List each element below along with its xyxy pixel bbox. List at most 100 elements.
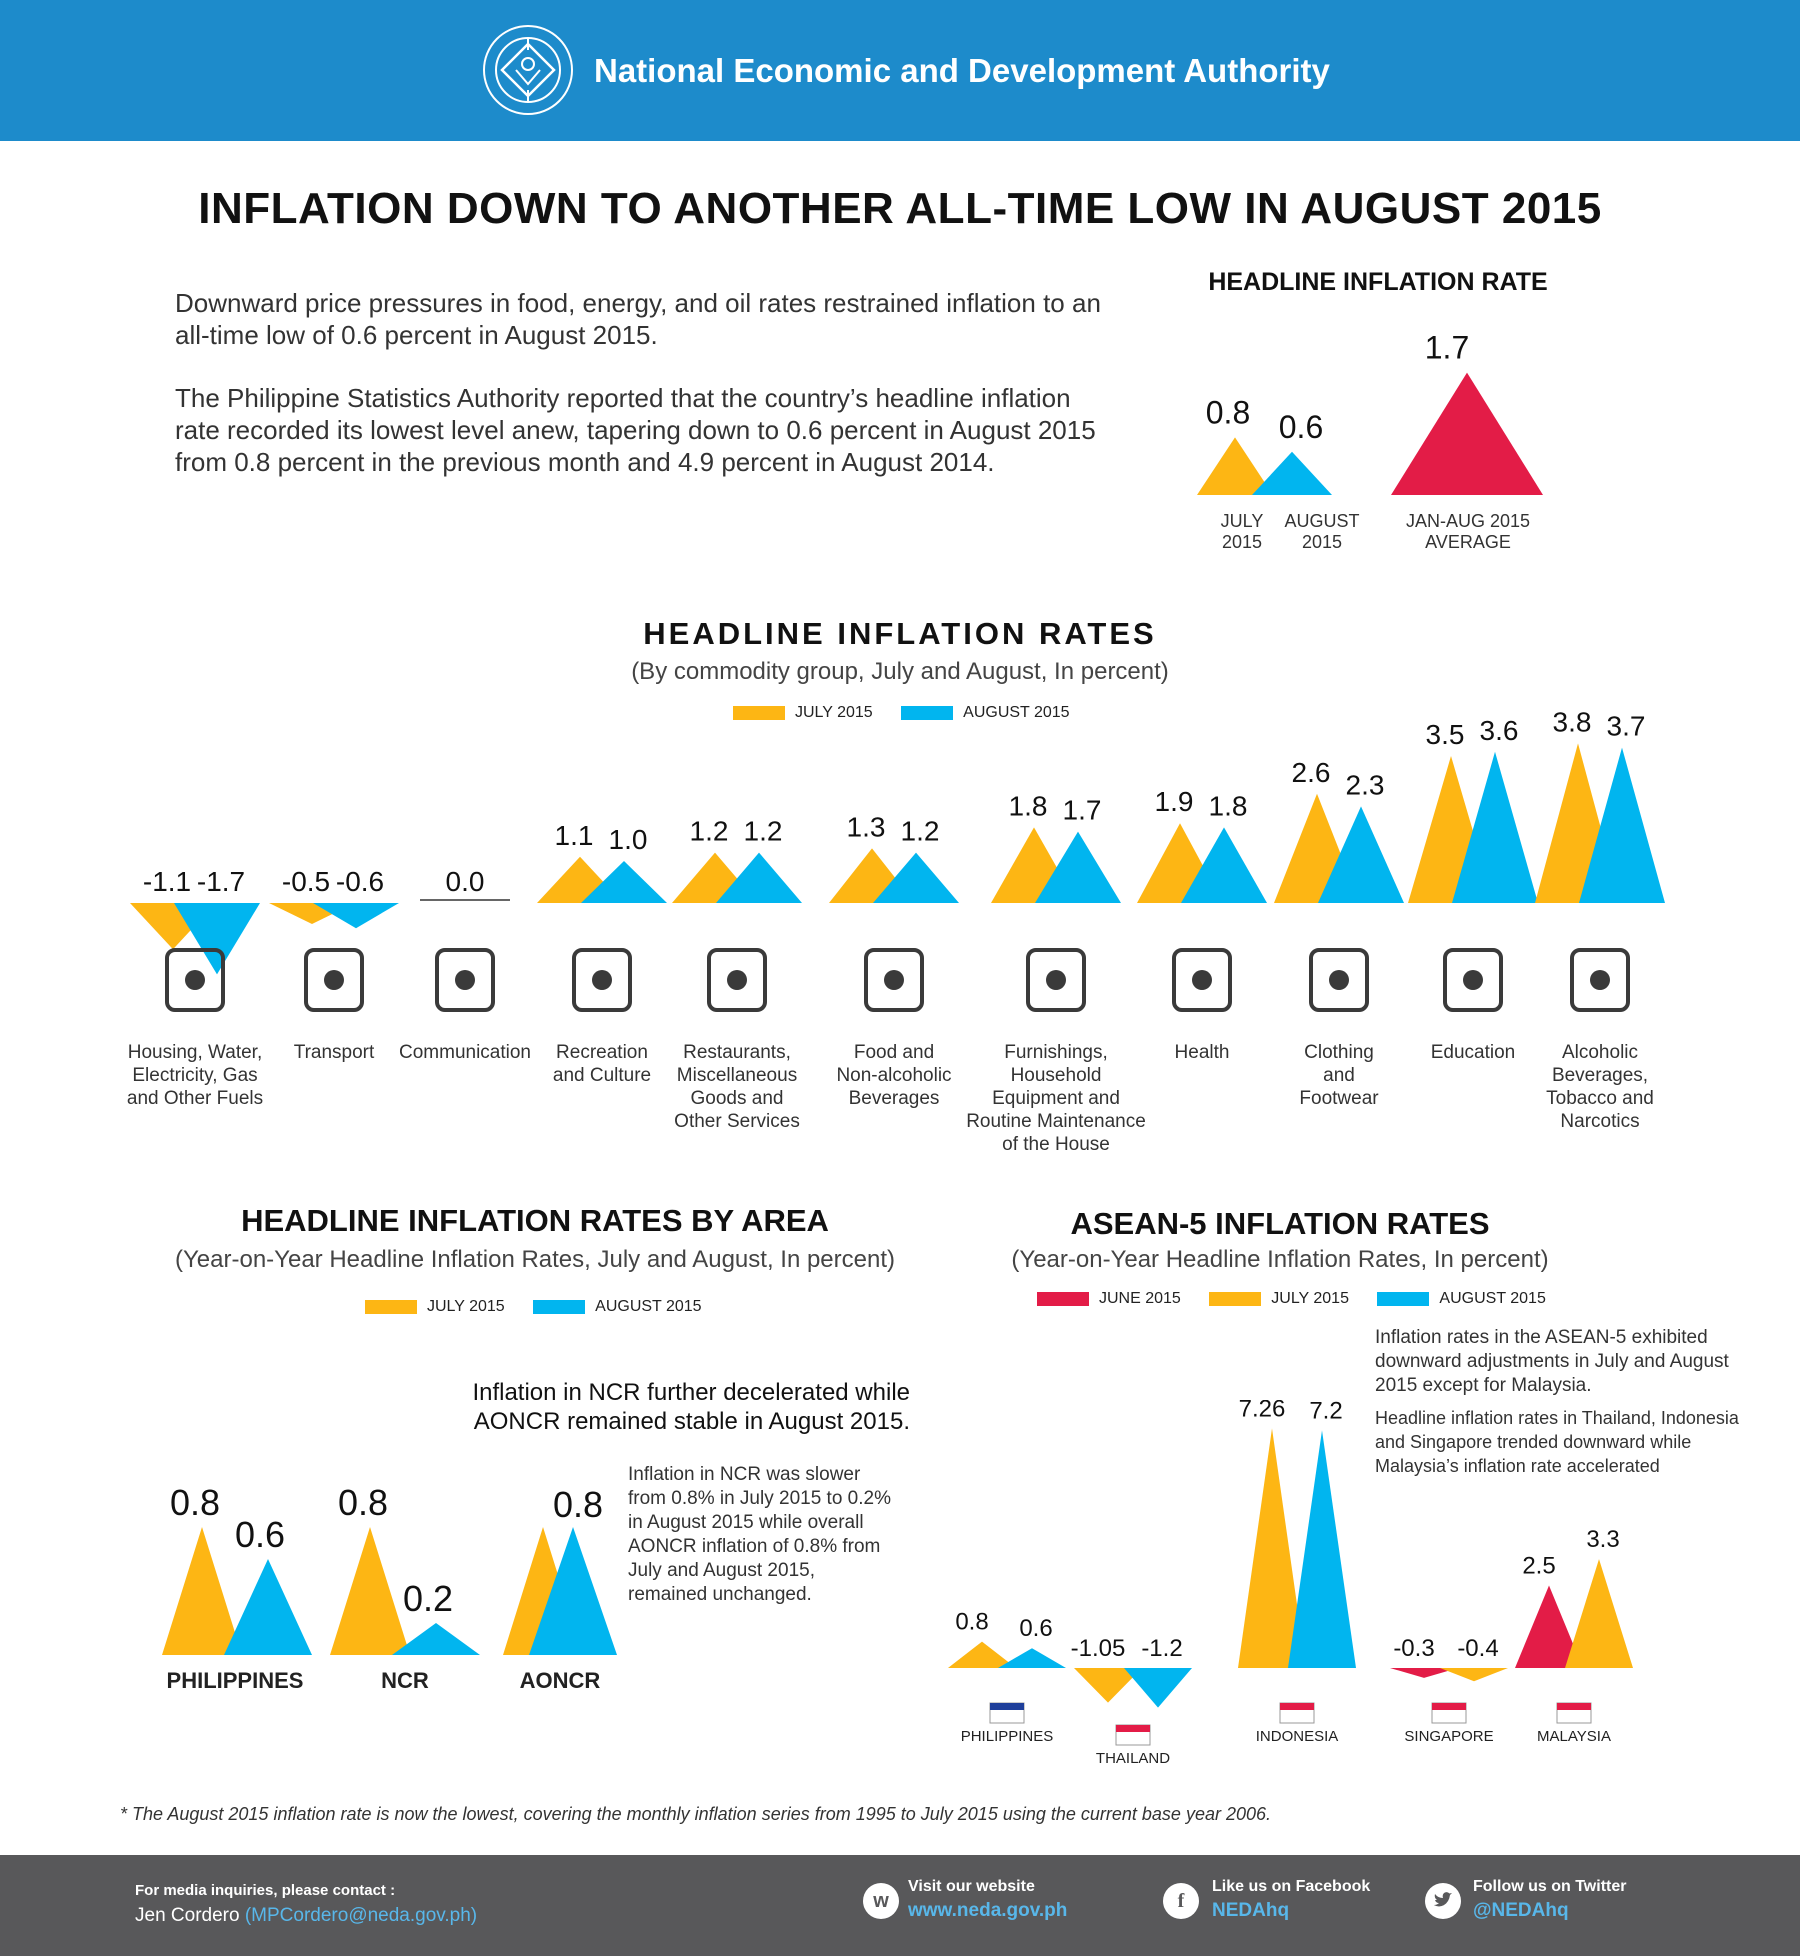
facebook-heading: Like us on Facebook xyxy=(1212,1878,1371,1895)
org-name: National Economic and Development Author… xyxy=(594,52,1330,89)
asean-legend-july-swatch xyxy=(1209,1291,1262,1306)
headline-label-1: AUGUST 2015 xyxy=(1284,511,1359,552)
asean-legend: JUNE 2015 JULY 2015 AUGUST 2015 xyxy=(1037,1290,1570,1308)
flag-stripe-icon-4 xyxy=(1557,1703,1591,1710)
commodity-august-value-1: -0.6 xyxy=(336,866,384,897)
commodity-august-bar-6 xyxy=(1035,831,1121,903)
asean-value-1-1: -1.2 xyxy=(1141,1635,1182,1662)
headline-value-0: 0.8 xyxy=(1206,394,1250,430)
intro-paragraph-2: The Philippine Statistics Authority repo… xyxy=(175,383,1096,477)
commodity-section-subtitle: (By commodity group, July and August, In… xyxy=(631,658,1169,685)
twitter-icon[interactable] xyxy=(1425,1883,1461,1919)
commodity-section-title: HEADLINE INFLATION RATES xyxy=(643,616,1157,651)
footnote: * The August 2015 inflation rate is now … xyxy=(120,1804,1271,1824)
commodity-icon-8 xyxy=(1309,948,1369,1012)
asean-value-4-0: 2.5 xyxy=(1522,1553,1555,1580)
commodity-july-value-3: 1.1 xyxy=(555,820,594,851)
commodity-july-value-7: 1.9 xyxy=(1155,786,1194,817)
commodity-icon-6 xyxy=(1026,948,1086,1012)
commodity-august-bar-10 xyxy=(1579,747,1665,903)
asean-legend-june-swatch xyxy=(1037,1291,1089,1306)
intro-paragraph-1: Downward price pressures in food, energy… xyxy=(175,288,1101,350)
commodity-legend: JULY 2015 AUGUST 2015 xyxy=(733,704,1094,722)
headline-chart-title: HEADLINE INFLATION RATE xyxy=(1208,268,1547,296)
headline-value-1: 0.6 xyxy=(1279,409,1323,445)
commodity-label-10: Alcoholic Beverages, Tobacco and Narcotics xyxy=(1546,1042,1654,1132)
commodity-august-bar-1 xyxy=(313,903,399,929)
commodity-august-value-6: 1.7 xyxy=(1063,795,1102,826)
commodity-july-value-2: 0.0 xyxy=(446,866,485,897)
commodity-july-value-1: -0.5 xyxy=(282,866,330,897)
headline-bar-1 xyxy=(1252,451,1332,495)
legend-july-swatch xyxy=(733,705,785,720)
commodity-label-1: Transport xyxy=(294,1042,375,1063)
asean-value-0-0: 0.8 xyxy=(955,1609,988,1636)
commodity-label-8: Clothing and Footwear xyxy=(1299,1042,1379,1109)
contact-email-link[interactable]: (MPCordero@neda.gov.ph) xyxy=(244,1905,478,1926)
asean-legend-june: JUNE 2015 xyxy=(1037,1290,1181,1307)
commodity-august-bar-0 xyxy=(174,903,260,975)
contact-line: Jen Cordero (MPCordero@neda.gov.ph) xyxy=(135,1905,477,1927)
commodity-label-0: Housing, Water, Electricity, Gas and Other… xyxy=(127,1042,263,1109)
asean-label-1: THAILAND xyxy=(1096,1750,1170,1767)
commodity-label-7: Health xyxy=(1175,1042,1230,1063)
commodity-july-value-5: 1.3 xyxy=(847,811,886,842)
asean-label-0: PHILIPPINES xyxy=(961,1728,1054,1745)
area-legend-july-swatch xyxy=(365,1299,417,1314)
asean-section-subtitle: (Year-on-Year Headline Inflation Rates, … xyxy=(1011,1246,1549,1273)
headline-bar-2 xyxy=(1391,372,1543,495)
area-label-1: NCR xyxy=(381,1668,429,1693)
commodity-august-bar-8 xyxy=(1318,806,1404,903)
area-label-2: AONCR xyxy=(520,1668,601,1693)
asean-value-1-0: -1.05 xyxy=(1071,1635,1126,1662)
commodity-july-value-9: 3.5 xyxy=(1426,719,1465,750)
asean-bar-2-0 xyxy=(1238,1428,1306,1668)
asean-label-3: SINGAPORE xyxy=(1404,1728,1493,1745)
commodity-august-value-4: 1.2 xyxy=(744,816,783,847)
asean-bar-0-0 xyxy=(948,1641,1016,1668)
area-august-bar-1 xyxy=(392,1623,480,1655)
asean-label-4: MALAYSIA xyxy=(1537,1728,1611,1745)
commodity-august-bar-9 xyxy=(1452,751,1538,903)
commodity-icon-2 xyxy=(435,948,495,1012)
commodity-inflation-chart: -1.1 -1.7 Housing, Water, Electricity, Gas a… xyxy=(127,706,1665,1155)
commodity-august-value-3: 1.0 xyxy=(609,824,648,855)
headline-inflation-chart: HEADLINE INFLATION RATE 0.8 JULY 2015 0.6 AUG… xyxy=(1197,268,1548,552)
headline-bar-0 xyxy=(1197,437,1273,495)
twitter-link[interactable]: @NEDAhq xyxy=(1473,1900,1569,1921)
asean-inflation-chart: 0.8 0.6 PHILIPPINES -1.05 -1.2 THAILAND 7.26 7.… xyxy=(948,1400,1633,1767)
legend-july-label: JULY 2015 xyxy=(795,704,873,721)
asean-note-1: Inflation rates in the ASEAN-5 exhibited… xyxy=(1375,1327,1729,1396)
area-legend-august-label: AUGUST 2015 xyxy=(595,1298,702,1315)
area-label-0: PHILIPPINES xyxy=(167,1668,304,1693)
commodity-icon-1 xyxy=(304,948,364,1012)
commodity-label-5: Food and Non-alcoholic Beverages xyxy=(836,1042,951,1109)
commodity-label-4: Restaurants, Miscellaneous Goods and Other … xyxy=(674,1042,800,1132)
asean-legend-june-label: JUNE 2015 xyxy=(1099,1290,1181,1307)
area-july-value-2: 0.8 xyxy=(553,1484,603,1525)
area-legend: JULY 2015 AUGUST 2015 xyxy=(365,1298,726,1316)
asean-bar-3-0 xyxy=(1390,1668,1458,1678)
asean-value-2-1: 7.2 xyxy=(1309,1400,1342,1424)
commodity-july-value-10: 3.8 xyxy=(1553,706,1592,737)
contact-heading: For media inquiries, please contact : xyxy=(135,1882,396,1899)
flag-stripe-icon-2 xyxy=(1280,1703,1314,1710)
facebook-icon[interactable]: f xyxy=(1163,1883,1199,1919)
flag-stripe-icon-3 xyxy=(1432,1703,1466,1710)
asean-legend-august-swatch xyxy=(1377,1291,1430,1306)
area-legend-august: AUGUST 2015 xyxy=(533,1298,702,1315)
asean-section-title: ASEAN-5 INFLATION RATES xyxy=(1070,1206,1490,1241)
asean-label-2: INDONESIA xyxy=(1256,1728,1339,1745)
facebook-link[interactable]: NEDAhq xyxy=(1212,1900,1290,1921)
asean-bar-3-1 xyxy=(1440,1668,1508,1682)
website-icon[interactable]: w xyxy=(863,1883,899,1919)
asean-value-4-1: 3.3 xyxy=(1586,1526,1619,1553)
area-august-value-1: 0.2 xyxy=(403,1578,453,1619)
area-legend-july: JULY 2015 xyxy=(365,1298,505,1315)
legend-august-swatch xyxy=(901,705,954,720)
area-august-bar-0 xyxy=(224,1559,312,1655)
asean-value-2-0: 7.26 xyxy=(1239,1400,1286,1422)
website-link[interactable]: www.neda.gov.ph xyxy=(908,1900,1068,1921)
area-august-value-0: 0.6 xyxy=(235,1514,285,1555)
asean-bar-2-1 xyxy=(1288,1430,1356,1668)
